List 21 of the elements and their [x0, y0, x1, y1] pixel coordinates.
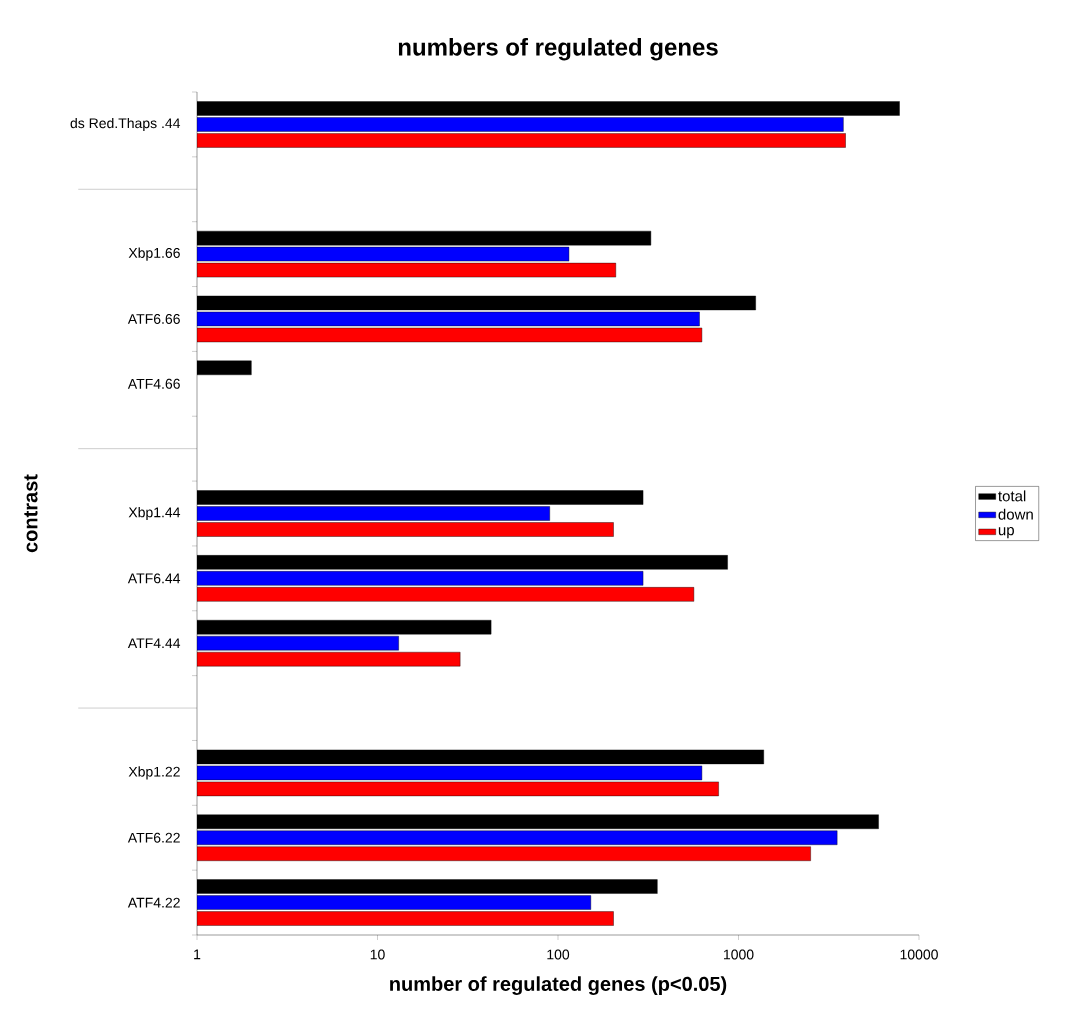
y-tick-label: ATF6.66 — [127, 314, 180, 324]
y-axis-title: contrast — [24, 474, 38, 553]
y-tick-label: ds Red.Thaps .44 — [70, 117, 181, 131]
x-axis-title: number of regulated genes (p<0.05) — [390, 976, 727, 996]
x-tick-label: 100 — [547, 949, 570, 960]
y-tick-label: ATF4.22 — [127, 897, 180, 908]
x-tick-label: 10 — [370, 949, 385, 960]
legend-label: up — [998, 527, 1014, 539]
y-tick-label: ATF4.44 — [127, 638, 181, 649]
legend-label: down — [998, 508, 1033, 520]
x-tick-label: 1 — [194, 949, 201, 960]
y-tick-label: Xbp1.44 — [128, 506, 181, 521]
y-tick-label: ATF6.44 — [127, 573, 181, 584]
x-tick-label: 1000 — [724, 949, 754, 960]
y-tick-label: Xbp1.22 — [128, 766, 180, 780]
chart-title: numbers of regulated genes — [398, 38, 718, 61]
x-tick-label: 10000 — [900, 949, 938, 960]
y-tick-label: ATF4.66 — [127, 378, 180, 389]
legend-label: total — [998, 490, 1026, 502]
y-tick-label: Xbp1.66 — [128, 247, 180, 261]
y-tick-label: ATF6.22 — [127, 832, 180, 843]
